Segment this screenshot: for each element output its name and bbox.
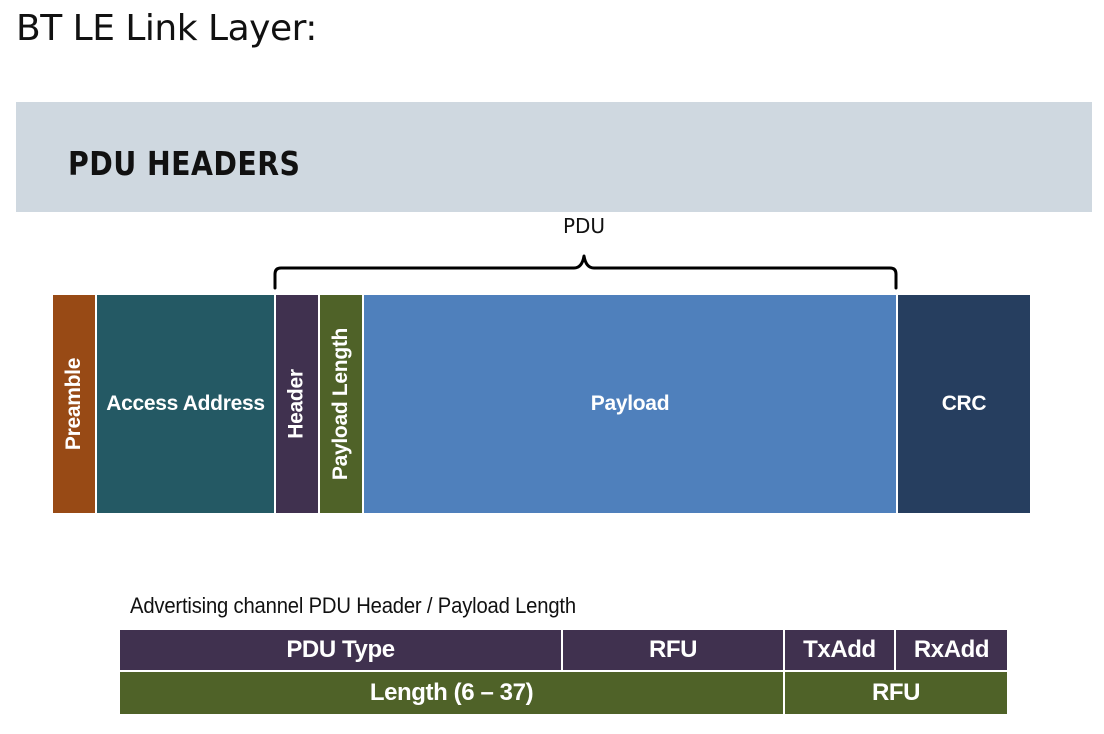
field-access-address-label: Access Address [106,392,265,415]
field-header: Header [276,295,320,513]
cell-rxadd-label: RxAdd [913,636,990,663]
cell-rxadd: RxAdd [896,630,1007,672]
banner-title: PDU HEADERS [68,144,301,183]
field-preamble: Preamble [53,295,97,513]
cell-rfu-top: RFU [563,630,785,672]
cell-length-label: Length (6 – 37) [369,679,534,706]
cell-txadd: TxAdd [785,630,896,672]
cell-rfu-top-label: RFU [648,636,698,663]
field-payload: Payload [364,295,898,513]
cell-pdu-type: PDU Type [120,630,563,672]
page-title: BT LE Link Layer: [16,8,317,49]
field-payload-length: Payload Length [320,295,364,513]
cell-rfu-bottom: RFU [785,672,1007,714]
field-crc: CRC [898,295,1030,513]
cell-pdu-type-label: PDU Type [286,636,395,663]
advertising-header-table: PDU Type RFU TxAdd RxAdd Length (6 – 37)… [120,630,1007,714]
field-crc-label: CRC [941,392,987,415]
field-payload-length-label: Payload Length [329,327,352,481]
field-access-address: Access Address [97,295,276,513]
field-header-label: Header [285,369,308,439]
pdu-label: PDU [562,214,606,238]
field-preamble-label: Preamble [62,357,85,451]
section-banner: PDU HEADERS [16,102,1092,212]
cell-txadd-label: TxAdd [803,636,876,663]
field-payload-label: Payload [590,392,670,415]
advertising-header-caption: Advertising channel PDU Header / Payload… [130,593,576,618]
pdu-brace [273,254,898,290]
packet-diagram: Preamble Access Address Header Payload L… [53,295,1030,513]
cell-rfu-bottom-label: RFU [871,679,921,706]
cell-length: Length (6 – 37) [120,672,785,714]
